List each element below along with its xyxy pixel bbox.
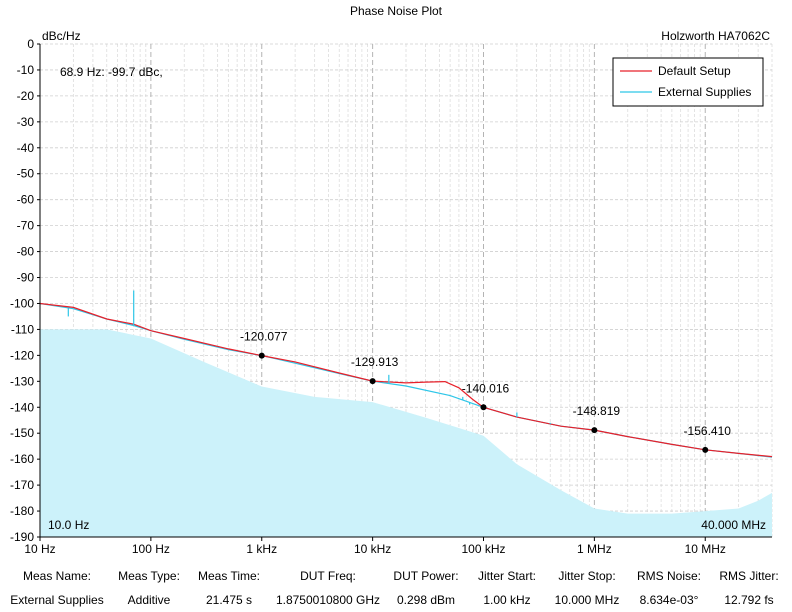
series-lines [39, 290, 773, 458]
y-tick-label: -100 [10, 296, 34, 310]
value-rms-jitter: 12.792 fs [724, 593, 774, 607]
y-tick-label: -40 [17, 141, 35, 155]
legend-label-default-setup: Default Setup [658, 64, 731, 78]
header-meas-time: Meas Time: [197, 569, 261, 583]
y-tick-label: -120 [10, 348, 34, 362]
value-dut-power: 0.298 dBm [396, 593, 456, 607]
legend-label-external-supplies: External Supplies [658, 85, 751, 99]
x-tick-label: 1 kHz [246, 542, 277, 556]
header-jitter-stop: Jitter Stop: [558, 569, 616, 583]
header-dut-freq: DUT Freq: [300, 569, 356, 583]
phase-noise-plot: Phase Noise Plot dBc/Hz Holzworth HA7062… [10, 4, 773, 556]
legend-box [612, 57, 764, 107]
y-tick-label: -30 [17, 115, 35, 129]
y-tick-label: -140 [10, 400, 34, 414]
marker-dot [369, 378, 376, 385]
y-tick-label: -90 [17, 271, 35, 285]
y-tick-label: -50 [17, 167, 35, 181]
header-jitter-start: Jitter Start: [477, 569, 537, 583]
marker-label: -156.410 [684, 424, 732, 438]
value-rms-noise: 8.634e-03° [639, 593, 699, 607]
y-axis-label: dBc/Hz [42, 29, 81, 43]
axes: 0 -10 -20 -30 -40 -50 -60 -70 -80 -90 -100 -110 -120… [10, 37, 772, 556]
header-rms-jitter: RMS Jitter: [719, 569, 779, 583]
header-dut-power: DUT Power: [393, 569, 459, 583]
y-tick-label: -10 [17, 63, 35, 77]
cursor-readout: 68.9 Hz: -99.7 dBc, [60, 65, 163, 79]
value-dut-freq: 1.8750010800 GHz [275, 593, 381, 607]
chart-title: Phase Noise Plot [350, 4, 443, 18]
x-tick-label: 1 MHz [577, 542, 612, 556]
y-tick-label: -160 [10, 452, 34, 466]
y-tick-label: -60 [17, 193, 35, 207]
x-tick-label: 10 Hz [24, 542, 55, 556]
y-tick-label: -80 [17, 245, 35, 259]
value-jitter-start: 1.00 kHz [483, 593, 531, 607]
x-tick-label: 10 MHz [685, 542, 726, 556]
marker-dot [702, 446, 709, 453]
y-tick-label: 0 [27, 37, 34, 51]
value-meas-name: External Supplies [10, 593, 104, 607]
header-meas-name: Meas Name: [22, 569, 92, 583]
y-tick-label: -150 [10, 426, 34, 440]
markers: -120.077 -129.913 -140.016 -148.819 -156.410 [240, 330, 731, 453]
noise-floor [40, 329, 772, 537]
noise-floor-area [40, 329, 772, 537]
marker-label: -140.016 [462, 381, 510, 395]
y-tick-label: -110 [11, 322, 34, 336]
value-meas-time: 21.475 s [205, 593, 253, 607]
meas-table-headers: Meas Name: Meas Type: Meas Time: DUT Fre… [0, 569, 792, 585]
legend: Default Setup External Supplies [612, 57, 764, 107]
y-tick-label: -180 [10, 504, 34, 518]
start-frequency-label: 10.0 Hz [48, 518, 89, 532]
y-tick-label: -190 [10, 530, 34, 544]
y-tick-label: -70 [17, 219, 35, 233]
stop-frequency-label: 40.000 MHz [701, 518, 766, 532]
y-tick-label: -20 [17, 89, 35, 103]
marker-dot [591, 427, 598, 434]
marker-label: -148.819 [573, 404, 621, 418]
value-jitter-stop: 10.000 MHz [554, 593, 620, 607]
header-meas-type: Meas Type: [118, 569, 180, 583]
x-tick-label: 100 kHz [461, 542, 505, 556]
marker-dot [258, 352, 265, 359]
meas-table-values: External Supplies Additive 21.475 s 1.87… [0, 593, 792, 609]
x-tick-label: 10 kHz [354, 542, 391, 556]
x-tick-label: 100 Hz [132, 542, 170, 556]
value-meas-type: Additive [127, 593, 171, 607]
header-rms-noise: RMS Noise: [636, 569, 702, 583]
marker-dot [480, 404, 487, 411]
y-tick-label: -170 [10, 478, 34, 492]
series-line-default-setup [39, 302, 773, 458]
instrument-label: Holzworth HA7062C [661, 29, 770, 43]
marker-label: -129.913 [351, 355, 399, 369]
marker-label: -120.077 [240, 330, 288, 344]
y-tick-label: -130 [10, 374, 34, 388]
